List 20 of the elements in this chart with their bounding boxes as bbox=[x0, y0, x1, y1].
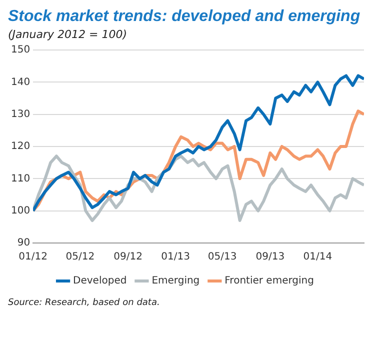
y-tick-label: 90 bbox=[17, 238, 30, 249]
y-tick-label: 110 bbox=[10, 173, 30, 184]
legend-label: Developed bbox=[73, 276, 127, 287]
x-tick-label: 01/14 bbox=[303, 252, 332, 263]
x-tick-label: 01/13 bbox=[161, 252, 190, 263]
y-tick-label: 120 bbox=[10, 141, 30, 152]
y-tick-label: 150 bbox=[10, 44, 30, 56]
x-tick-label: 09/13 bbox=[256, 252, 285, 263]
x-tick-label: 09/12 bbox=[114, 252, 142, 263]
x-tick-label: 01/12 bbox=[18, 252, 48, 263]
source-note: Source: Research, based on data. bbox=[8, 298, 161, 308]
legend-label: Emerging bbox=[152, 276, 200, 287]
chart-title: Stock market trends: developed and emerging bbox=[8, 8, 362, 26]
chart-subtitle: (January 2012 = 100) bbox=[8, 28, 128, 41]
x-tick-label: 05/12 bbox=[66, 252, 95, 263]
y-tick-label: 130 bbox=[10, 108, 30, 120]
legend-label: Frontier emerging bbox=[224, 276, 314, 287]
y-tick-label: 140 bbox=[10, 76, 30, 88]
x-tick-label: 05/13 bbox=[208, 252, 237, 263]
y-tick-label: 100 bbox=[10, 205, 30, 216]
